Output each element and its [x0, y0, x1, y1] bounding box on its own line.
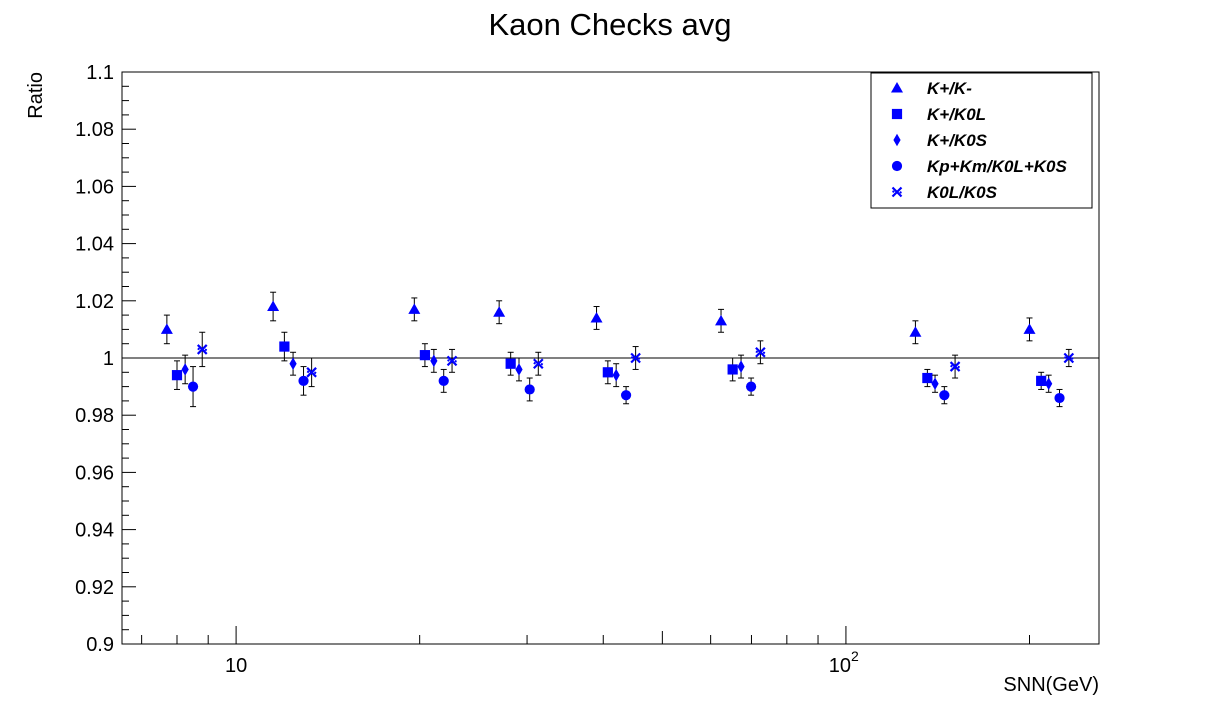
cross-stroke — [949, 361, 961, 372]
cross-stroke — [533, 358, 544, 369]
data-point — [438, 375, 449, 386]
y-tick-label: 0.94 — [75, 520, 114, 542]
x-tick-label: 10 — [829, 655, 851, 677]
data-point — [267, 300, 280, 312]
cross-barb — [197, 347, 208, 352]
y-tick-label: 0.96 — [75, 462, 114, 484]
data-point — [446, 355, 458, 367]
cross-barb — [630, 356, 641, 360]
data-point — [590, 311, 603, 323]
data-point — [909, 326, 922, 337]
y-tick-label: 0.92 — [75, 577, 114, 599]
y-tick-label: 1 — [103, 348, 114, 370]
data-point — [755, 347, 766, 358]
x-axis-label: SNN(GeV) — [1003, 674, 1099, 696]
data-point — [187, 381, 199, 392]
data-point — [1054, 392, 1065, 404]
y-tick-label: 1.04 — [75, 234, 114, 256]
series-cross — [196, 331, 1075, 388]
data-point — [181, 363, 189, 376]
data-point — [160, 323, 173, 334]
legend-marker-diamond — [893, 133, 901, 147]
y-tick-label: 0.9 — [86, 634, 114, 656]
legend: K+/K- K+/K0L K+/K0S Kp+Km/K0L+K0S K0L/K0S — [870, 72, 1093, 209]
data-point — [196, 344, 208, 355]
data-point — [524, 384, 535, 395]
data-point — [1045, 377, 1053, 391]
data-point — [493, 306, 506, 317]
data-point — [430, 354, 438, 368]
cross-stroke — [446, 355, 458, 367]
cross-barb — [533, 361, 544, 366]
data-point — [939, 390, 950, 401]
chart-title: Kaon Checks avg — [489, 7, 732, 42]
legend-label: K+/K0S — [927, 131, 988, 150]
data-point — [727, 364, 738, 375]
legend-label: K+/K- — [927, 79, 972, 98]
data-point — [922, 372, 933, 384]
data-point — [289, 357, 297, 371]
cross-barb — [892, 190, 902, 194]
data-point — [630, 352, 641, 364]
legend-label: Kp+Km/K0L+K0S — [927, 157, 1067, 176]
series-circle — [187, 366, 1065, 408]
cross-stroke — [196, 344, 208, 355]
data-point — [279, 341, 290, 352]
cross-barb — [755, 350, 766, 355]
cross-stroke — [1063, 352, 1075, 364]
data-point — [715, 314, 728, 326]
cross-barb — [1063, 356, 1074, 360]
data-point — [408, 303, 421, 314]
series-square — [171, 331, 1047, 390]
legend-marker-circle — [891, 160, 903, 172]
data-point — [505, 358, 516, 369]
data-point — [745, 381, 757, 392]
y-tick-label: 0.98 — [75, 405, 114, 427]
y-tick-label: 1.08 — [75, 119, 114, 141]
axes: 0.9 0.92 0.94 0.96 0.98 1 1.02 1.04 1.06 1.08 1.1 1… — [75, 62, 1031, 677]
data-point — [515, 363, 523, 376]
cross-stroke — [306, 367, 317, 378]
series-triangle — [160, 291, 1036, 345]
y-tick-label: 1.1 — [86, 62, 114, 84]
data-point — [602, 367, 613, 378]
cross-stroke — [891, 186, 903, 198]
data-point — [1036, 375, 1047, 386]
cross-barb — [950, 364, 961, 369]
data-point — [931, 377, 939, 391]
series-diamond — [181, 348, 1053, 393]
data-point — [1023, 323, 1036, 334]
legend-label: K+/K0L — [927, 105, 986, 124]
data-marks — [160, 291, 1075, 408]
y-axis-label: Ratio — [25, 72, 47, 119]
data-point — [419, 350, 431, 361]
data-point — [737, 360, 745, 373]
x-tick-exponent: 2 — [851, 648, 859, 664]
legend-box — [870, 72, 1093, 209]
cross-stroke — [755, 347, 766, 358]
data-point — [171, 370, 183, 381]
legend-marker-cross — [891, 186, 903, 198]
x-tick-label: 10 — [225, 655, 247, 677]
y-tick-label: 1.06 — [75, 176, 114, 198]
cross-barb — [306, 370, 317, 375]
data-point — [306, 367, 317, 378]
cross-barb — [447, 359, 457, 363]
data-point — [298, 375, 309, 386]
data-point — [1063, 352, 1075, 364]
legend-marker-square — [891, 108, 903, 120]
data-point — [533, 358, 544, 369]
legend-label: K0L/K0S — [927, 183, 998, 202]
data-point — [620, 390, 632, 401]
legend-marker-triangle — [891, 82, 903, 93]
y-tick-label: 1.02 — [75, 291, 114, 313]
data-point — [612, 368, 620, 382]
cross-stroke — [630, 352, 641, 364]
data-point — [949, 361, 961, 372]
